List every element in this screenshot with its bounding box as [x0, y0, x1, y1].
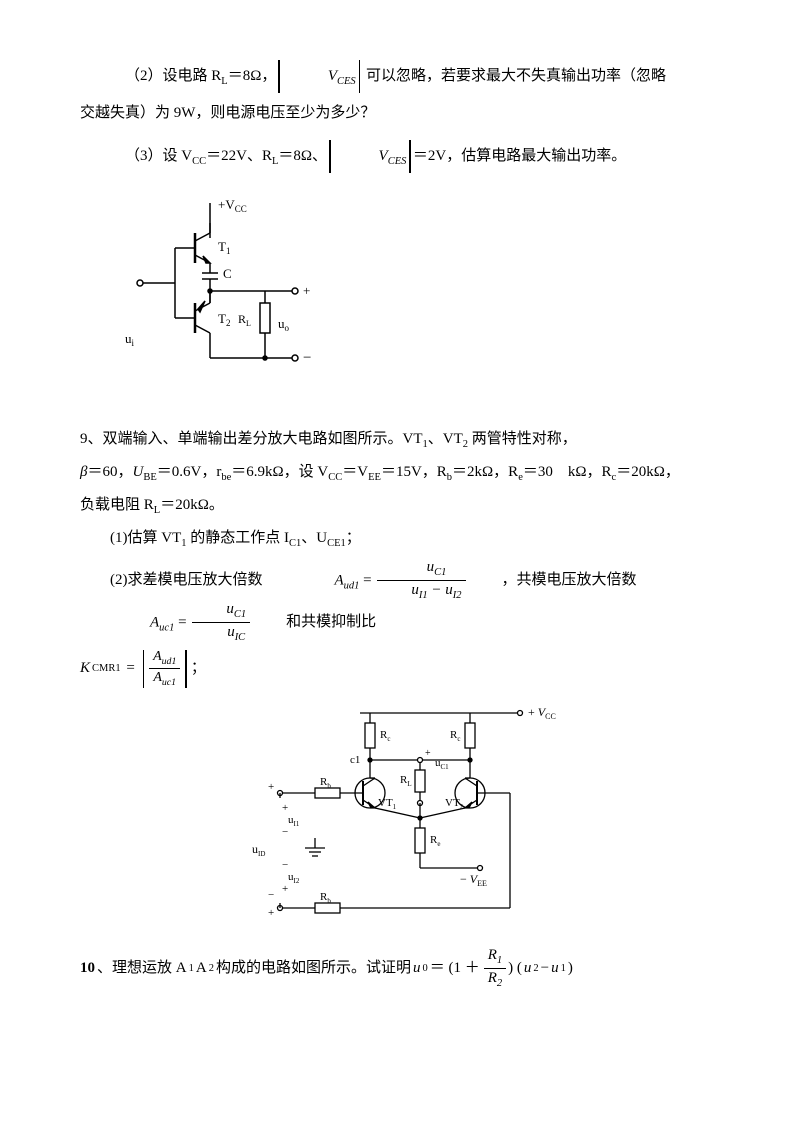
svg-text:uC1: uC1 — [435, 757, 449, 771]
svg-text:RL: RL — [400, 774, 412, 788]
question-10: 10、理想运放 A1A2 构成的电路如图所示。试证明 u0 ＝ (1 ＋ R1 … — [80, 948, 720, 990]
svg-text:RL: RL — [238, 312, 251, 328]
svg-text:−: − — [282, 859, 288, 871]
q9-sub1: (1)估算 VT1 的静态工作点 IC1、UCE1； — [80, 525, 720, 554]
svg-text:+ VCC: + VCC — [528, 705, 556, 721]
svg-text:Rc: Rc — [380, 729, 390, 743]
svg-text:uID: uID — [252, 842, 265, 858]
svg-text:uI1: uI1 — [288, 814, 300, 828]
q9-kcmr: KCMR1 = Aud1 Auc1 ； — [80, 650, 720, 688]
svg-text:+: + — [268, 781, 274, 793]
svg-text:Rb: Rb — [320, 776, 331, 790]
question-2-line1: （2）设电路 RL＝8Ω，VCES 可以忽略，若要求最大不失真输出功率（忽略 — [80, 60, 720, 93]
svg-text:Rc: Rc — [450, 729, 460, 743]
svg-text:c1: c1 — [350, 754, 360, 766]
q9-line3: 负载电阻 RL＝20kΩ。 — [80, 492, 720, 521]
svg-text:+: + — [303, 283, 310, 298]
svg-text:− VEE: − VEE — [460, 872, 487, 888]
circuit-diagram-1: +VCC T1 ui C T2 — [120, 193, 720, 406]
svg-text:−: − — [303, 350, 311, 366]
question-2-line2: 交越失真）为 9W，则电源电压至少为多少？ — [80, 97, 720, 130]
q9-sub2: (2)求差模电压放大倍数 Aud1 = uC1 uI1 − uI2 ，共模电压放… — [80, 560, 720, 644]
svg-text:T2: T2 — [218, 311, 230, 328]
question-3: （3）设 VCC＝22V、RL＝8Ω、VCES＝2V，估算电路最大输出功率。 — [80, 140, 720, 173]
svg-text:C: C — [223, 266, 232, 281]
svg-text:+: + — [268, 907, 274, 919]
svg-text:+: + — [425, 748, 431, 759]
svg-text:+: + — [282, 802, 288, 814]
svg-text:+VCC: +VCC — [218, 197, 247, 214]
svg-text:T1: T1 — [218, 239, 230, 256]
circuit-diagram-2: + VCC Rc Rc c1 + uC1 RL VT1 — [220, 698, 580, 928]
q9-line1: 9、双端输入、单端输出差分放大电路如图所示。VT1、VT2 两管特性对称， — [80, 426, 720, 455]
svg-text:uo: uo — [278, 316, 290, 333]
svg-text:+: + — [282, 883, 288, 895]
svg-text:−: − — [268, 889, 274, 901]
svg-text:ui: ui — [125, 331, 135, 348]
svg-text:−: − — [282, 826, 288, 838]
svg-text:Rb: Rb — [320, 891, 331, 905]
svg-text:Re: Re — [430, 834, 440, 848]
q9-line2: ββ＝60，U＝60，UBE＝0.6V，rbe＝6.9kΩ，设 VCC＝VEE＝… — [80, 459, 720, 488]
svg-text:uI2: uI2 — [288, 871, 300, 885]
